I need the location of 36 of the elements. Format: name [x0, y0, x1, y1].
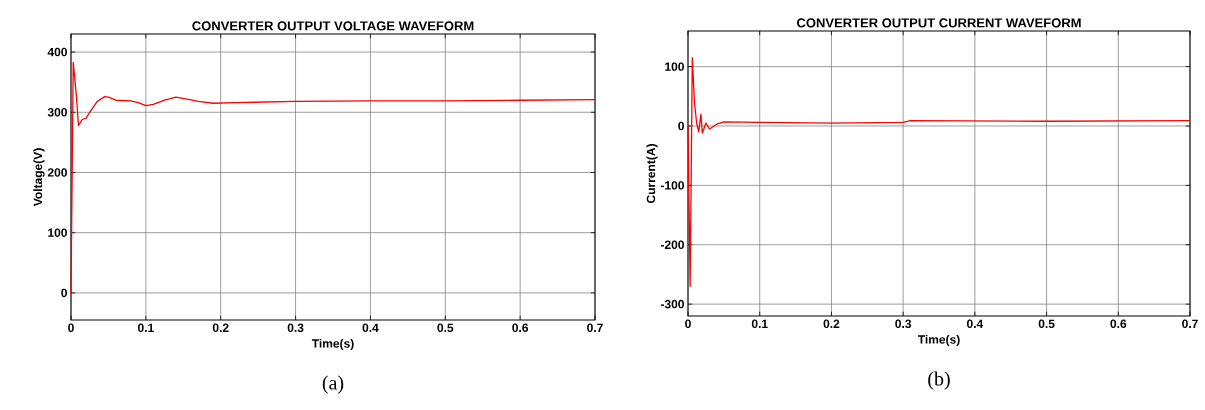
line-series	[70, 61, 596, 294]
text: (b)	[928, 371, 950, 390]
x-axis-title: Time(s)	[917, 334, 960, 347]
x-tick-label: 0.5	[1038, 319, 1055, 329]
x-tick-label: 0.6	[1110, 319, 1127, 329]
x-tick-label: 0.4	[966, 319, 984, 329]
y-tick-label: 0	[61, 288, 67, 298]
x-axis-title: Time(s)	[311, 338, 354, 351]
y-tick-label: 0	[678, 121, 684, 131]
chart-title: CONVERTER OUTPUT CURRENT WAVEFORM	[797, 18, 1081, 28]
x-tick-label: 0.2	[212, 323, 229, 333]
x-tick-label: 0.7	[1182, 319, 1198, 329]
x-tick-label: 0.3	[287, 323, 304, 333]
line-series	[687, 57, 1191, 287]
y-axis-title: Current(A)	[646, 144, 658, 204]
x-tick-label: 0.1	[751, 319, 768, 329]
y-tick-label: -200	[660, 240, 684, 249]
text: (a)	[322, 375, 344, 394]
y-tick-label: 100	[665, 62, 684, 71]
y-tick-label: -100	[660, 181, 684, 190]
x-tick-label: 0.4	[362, 323, 379, 333]
x-tick-label: 0	[68, 323, 74, 333]
x-tick-label: 0	[685, 319, 691, 329]
y-tick-label: -300	[660, 299, 684, 309]
y-tick-label: 200	[47, 168, 67, 177]
y-tick-label: 100	[48, 228, 67, 237]
y-axis-title: Voltage(V)	[33, 148, 45, 207]
y-tick-label: 400	[47, 47, 67, 57]
x-tick-label: 0.6	[512, 323, 529, 333]
x-tick-label: 0.5	[437, 323, 454, 333]
x-tick-label: 0.7	[587, 323, 603, 333]
y-tick-label: 300	[47, 108, 67, 117]
x-tick-label: 0.2	[823, 319, 840, 329]
chart-title: CONVERTER OUTPUT VOLTAGE WAVEFORM	[192, 21, 474, 31]
x-tick-label: 0.1	[137, 323, 154, 333]
x-tick-label: 0.3	[895, 319, 912, 329]
